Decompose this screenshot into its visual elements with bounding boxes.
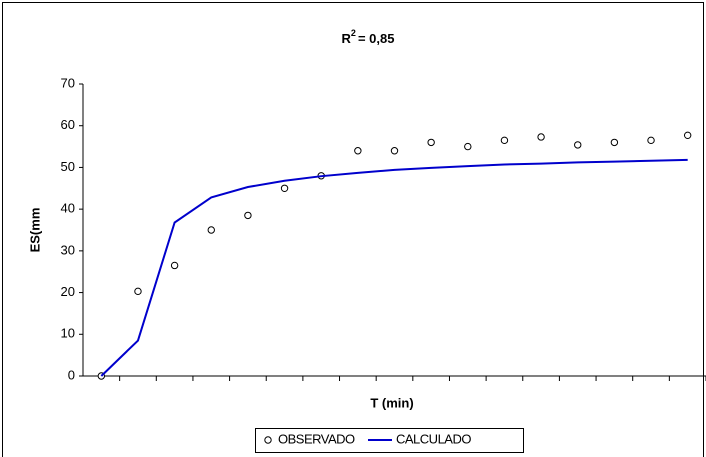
- title-sup: 2: [351, 28, 356, 38]
- y-tick-label: 0: [68, 367, 75, 382]
- y-tick-label: 10: [61, 326, 75, 341]
- y-tick-label: 30: [61, 242, 75, 257]
- x-axis-label: T (min): [370, 395, 413, 410]
- data-point: [354, 147, 362, 155]
- data-point: [280, 184, 289, 192]
- data-point: [537, 133, 545, 141]
- data-point: [500, 136, 509, 145]
- data-point: [170, 261, 179, 270]
- data-point: [647, 136, 655, 145]
- legend-label: CALCULADO: [396, 431, 471, 446]
- data-point: [244, 211, 252, 220]
- y-tick-label: 40: [61, 201, 75, 216]
- y-tick-label: 50: [61, 159, 75, 174]
- data-point: [464, 142, 472, 151]
- y-tick-label: 70: [61, 75, 75, 90]
- data-point: [390, 147, 399, 155]
- data-point: [574, 141, 582, 149]
- data-point: [683, 131, 692, 140]
- y-tick-label: 20: [61, 284, 75, 299]
- chart-title: R2 = 0,85: [342, 28, 395, 46]
- data-point: [207, 226, 215, 234]
- data-line: [100, 158, 688, 377]
- y-axis-label: ES(mm: [27, 208, 42, 253]
- data-point: [427, 138, 435, 147]
- title-rest: = 0,85: [358, 31, 395, 46]
- title-base: R: [342, 31, 352, 46]
- legend-marker: [264, 436, 272, 444]
- legend-label: OBSERVADO: [278, 431, 355, 446]
- data-point: [134, 287, 142, 296]
- y-tick-label: 60: [61, 117, 75, 132]
- data-point: [610, 138, 619, 147]
